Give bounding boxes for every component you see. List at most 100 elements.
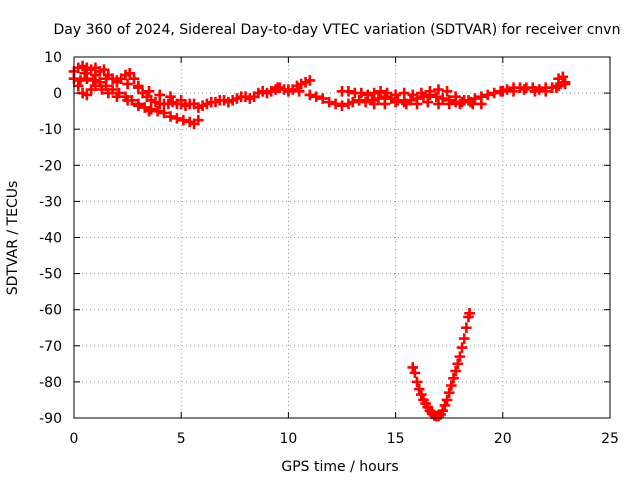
data-point xyxy=(165,111,176,122)
data-point xyxy=(443,98,455,110)
data-point xyxy=(379,98,391,110)
data-point xyxy=(559,78,571,90)
data-point xyxy=(551,82,562,93)
data-point xyxy=(368,87,380,99)
data-point xyxy=(476,98,487,110)
data-point xyxy=(343,85,354,97)
data-point xyxy=(360,96,371,108)
data-point xyxy=(450,365,461,377)
y-tick-label: 10 xyxy=(44,50,62,66)
data-point xyxy=(401,98,412,110)
y-tick-label: -40 xyxy=(39,231,62,247)
chart-title: Day 360 of 2024, Sidereal Day-to-day VTE… xyxy=(54,22,621,38)
data-point xyxy=(330,98,341,110)
data-point xyxy=(283,84,294,95)
data-point xyxy=(529,85,541,97)
x-tick-label: 20 xyxy=(494,431,512,447)
data-point xyxy=(431,91,442,103)
data-point xyxy=(450,91,461,103)
data-point xyxy=(411,98,423,110)
data-point xyxy=(398,87,410,99)
data-point xyxy=(413,383,425,395)
y-tick-label: -60 xyxy=(39,303,62,319)
data-point xyxy=(375,85,386,97)
data-point xyxy=(154,89,166,101)
data-point xyxy=(381,87,393,99)
data-point xyxy=(416,389,427,400)
data-point xyxy=(304,75,316,86)
data-point xyxy=(122,95,133,106)
data-point xyxy=(72,80,84,92)
data-point xyxy=(355,87,367,99)
data-point xyxy=(353,95,365,106)
data-point xyxy=(454,98,466,110)
data-point xyxy=(497,85,509,97)
data-point xyxy=(96,84,108,95)
data-point xyxy=(437,93,449,104)
data-point xyxy=(439,400,451,411)
y-tick-label: 0 xyxy=(53,86,62,102)
data-point xyxy=(178,114,189,126)
data-point xyxy=(100,73,112,84)
data-point xyxy=(448,372,459,384)
data-point xyxy=(437,405,449,417)
data-point xyxy=(433,98,444,110)
data-point xyxy=(454,351,466,362)
y-tick-label: -50 xyxy=(39,267,62,283)
x-tick-label: 25 xyxy=(601,431,619,447)
data-point xyxy=(461,322,472,334)
data-point xyxy=(409,367,421,379)
data-point xyxy=(133,82,144,93)
data-point xyxy=(111,75,123,86)
data-point xyxy=(368,98,380,110)
data-point xyxy=(143,105,155,117)
x-tick-label: 0 xyxy=(70,431,79,447)
data-point xyxy=(411,376,423,388)
data-point xyxy=(143,85,155,97)
data-point xyxy=(433,84,444,95)
data-point xyxy=(441,394,453,406)
data-point xyxy=(456,342,468,353)
data-point xyxy=(193,114,204,126)
data-point xyxy=(323,96,335,108)
data-point xyxy=(122,78,133,90)
data-point xyxy=(464,308,475,319)
x-tick-label: 15 xyxy=(387,431,405,447)
y-tick-label: -10 xyxy=(39,122,62,138)
data-point xyxy=(540,85,551,97)
data-point xyxy=(458,333,470,344)
data-point xyxy=(317,93,329,104)
data-point xyxy=(175,95,187,106)
data-point xyxy=(424,85,436,97)
data-point xyxy=(90,69,101,81)
data-markers xyxy=(68,60,571,422)
data-point xyxy=(90,80,101,92)
x-axis-label: GPS time / hours xyxy=(281,459,398,475)
data-point xyxy=(304,89,316,101)
data-point xyxy=(336,100,348,112)
data-point xyxy=(390,96,401,108)
x-tick-label: 10 xyxy=(279,431,297,447)
data-point xyxy=(87,75,99,86)
data-point xyxy=(165,91,176,103)
data-point xyxy=(79,67,91,79)
data-point xyxy=(482,89,494,101)
data-point xyxy=(452,358,464,370)
data-point xyxy=(347,96,359,108)
data-point xyxy=(124,67,136,79)
data-point xyxy=(465,96,476,108)
data-point xyxy=(81,89,93,101)
data-point xyxy=(75,75,86,86)
data-point xyxy=(272,82,283,93)
data-point xyxy=(98,64,110,75)
data-point xyxy=(103,87,114,99)
data-point xyxy=(422,96,434,108)
y-tick-label: -90 xyxy=(39,411,62,427)
data-point xyxy=(171,113,183,124)
data-point xyxy=(293,85,305,97)
data-point xyxy=(441,85,453,97)
data-point xyxy=(488,87,500,99)
y-tick-label: -30 xyxy=(39,194,62,210)
x-tick-label: 5 xyxy=(177,431,186,447)
